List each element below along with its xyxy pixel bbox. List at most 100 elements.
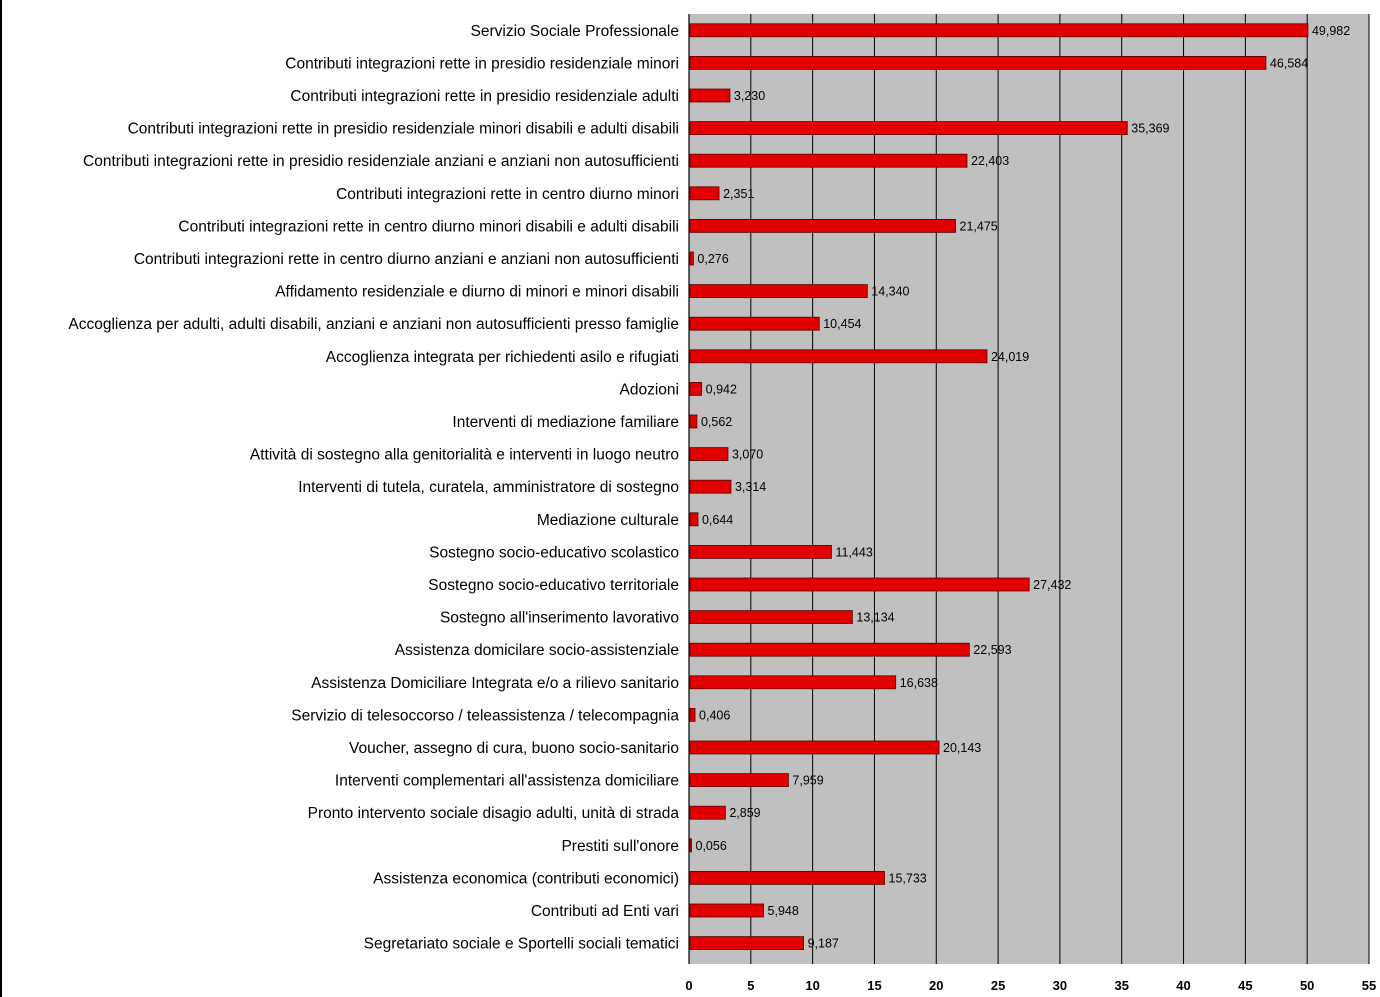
bar [689, 805, 726, 820]
category-label: Sostegno socio-educativo scolastico [429, 544, 679, 561]
category-label: Servizio Sociale Professionale [471, 23, 680, 40]
bar [689, 349, 988, 364]
value-label: 13,134 [856, 611, 894, 625]
value-label: 3,314 [735, 480, 766, 494]
category-label: Contributi integrazioni rette in presidi… [290, 88, 679, 105]
value-label: 0,406 [699, 708, 730, 722]
bar [689, 218, 956, 233]
bar [689, 316, 820, 331]
category-label: Interventi di tutela, curatela, amminist… [298, 479, 679, 496]
value-label: 11,443 [835, 545, 872, 559]
x-tick-label: 20 [929, 978, 943, 993]
plot-area [689, 14, 1369, 964]
value-label: 16,638 [900, 676, 938, 690]
category-label: Affidamento residenziale e diurno di min… [275, 284, 679, 301]
bar [689, 479, 732, 494]
x-tick-label: 55 [1362, 978, 1376, 993]
category-labels: Servizio Sociale Professionale Contributi… [68, 23, 679, 953]
bar [689, 740, 940, 755]
value-label: 5,948 [768, 904, 799, 918]
value-label: 21,475 [960, 219, 998, 233]
bar [689, 642, 970, 657]
category-label: Accoglienza per adulti, adulti disabili,… [68, 316, 679, 333]
category-label: Servizio di telesoccorso / teleassistenz… [291, 707, 679, 724]
bar [689, 414, 698, 429]
category-label: Sostegno socio-educativo territoriale [428, 577, 679, 594]
x-tick-label: 10 [805, 978, 819, 993]
bar [689, 153, 968, 168]
x-tick-label: 30 [1053, 978, 1067, 993]
category-label: Segretariato sociale e Sportelli sociali… [364, 936, 679, 953]
category-label: Assistenza domicilare socio-assistenzial… [395, 642, 679, 659]
x-tick-label: 40 [1176, 978, 1190, 993]
value-label: 27,432 [1033, 578, 1071, 592]
category-label: Contributi ad Enti vari [531, 903, 679, 920]
bar [689, 284, 868, 299]
value-label: 22,593 [973, 643, 1011, 657]
value-label: 3,070 [732, 448, 763, 462]
category-label: Voucher, assegno di cura, buono socio-sa… [349, 740, 679, 757]
value-label: 0,942 [706, 382, 737, 396]
category-label: Pronto intervento sociale disagio adulti… [308, 805, 680, 822]
value-label: 0,644 [702, 513, 733, 527]
value-label: 7,959 [792, 774, 823, 788]
value-label: 49,982 [1312, 24, 1350, 38]
bar [689, 708, 696, 722]
value-label: 24,019 [991, 350, 1029, 364]
bar [689, 903, 764, 918]
bar [689, 675, 897, 690]
x-tick-label: 0 [685, 978, 692, 993]
value-label: 2,859 [729, 806, 760, 820]
value-label: 2,351 [723, 187, 754, 201]
bar [689, 23, 1309, 38]
bar [689, 512, 699, 527]
bar [689, 56, 1267, 70]
bar [689, 773, 789, 787]
x-tick-label: 25 [991, 978, 1005, 993]
x-tick-label: 5 [747, 978, 754, 993]
category-label: Contributi integrazioni rette in centro … [178, 218, 679, 235]
category-label: Interventi complementari all'assistenza … [335, 773, 679, 790]
value-label: 20,143 [943, 741, 981, 755]
category-label: Interventi di mediazione familiare [452, 414, 679, 431]
x-axis-ticks: 0 5 10 15 20 25 30 35 40 45 50 55 [685, 978, 1376, 993]
bar [689, 251, 694, 266]
category-label: Assistenza economica (contributi economi… [373, 870, 679, 887]
value-label: 10,454 [823, 317, 861, 331]
bar [689, 577, 1030, 592]
category-label: Prestiti sull'onore [561, 838, 679, 855]
x-tick-label: 15 [867, 978, 881, 993]
value-label: 0,056 [696, 839, 727, 853]
value-labels: 49,982 46,584 3,230 35,369 22,403 2,351 21,475… [696, 24, 1351, 951]
bar [689, 186, 720, 201]
bar [689, 936, 804, 950]
bar [689, 447, 729, 462]
bar [689, 121, 1128, 135]
bar [689, 610, 853, 624]
category-label: Contributi integrazioni rette in presidi… [285, 55, 679, 72]
value-label: 46,584 [1270, 56, 1308, 70]
category-label: Sostegno all'inserimento lavorativo [440, 610, 679, 627]
bar [689, 88, 731, 103]
value-label: 0,276 [697, 252, 728, 266]
value-label: 3,230 [734, 89, 765, 103]
category-label: Contributi integrazioni rette in presidi… [128, 121, 679, 138]
category-label: Attività di sostegno alla genitorialità … [250, 447, 679, 464]
x-tick-label: 35 [1114, 978, 1128, 993]
value-label: 14,340 [871, 285, 909, 299]
grid-lines [688, 14, 1370, 964]
value-label: 0,562 [701, 415, 732, 429]
category-label: Accoglienza integrata per richiedenti as… [326, 349, 679, 366]
category-label: Adozioni [620, 381, 679, 398]
bar [689, 381, 703, 396]
category-label: Contributi integrazioni rette in centro … [134, 251, 679, 268]
x-tick-label: 45 [1238, 978, 1252, 993]
category-label: Contributi integrazioni rette in centro … [336, 186, 679, 203]
value-label: 9,187 [808, 937, 839, 951]
bars [689, 23, 1309, 950]
value-label: 15,733 [889, 871, 927, 885]
bar [689, 545, 832, 559]
x-tick-label: 50 [1300, 978, 1314, 993]
